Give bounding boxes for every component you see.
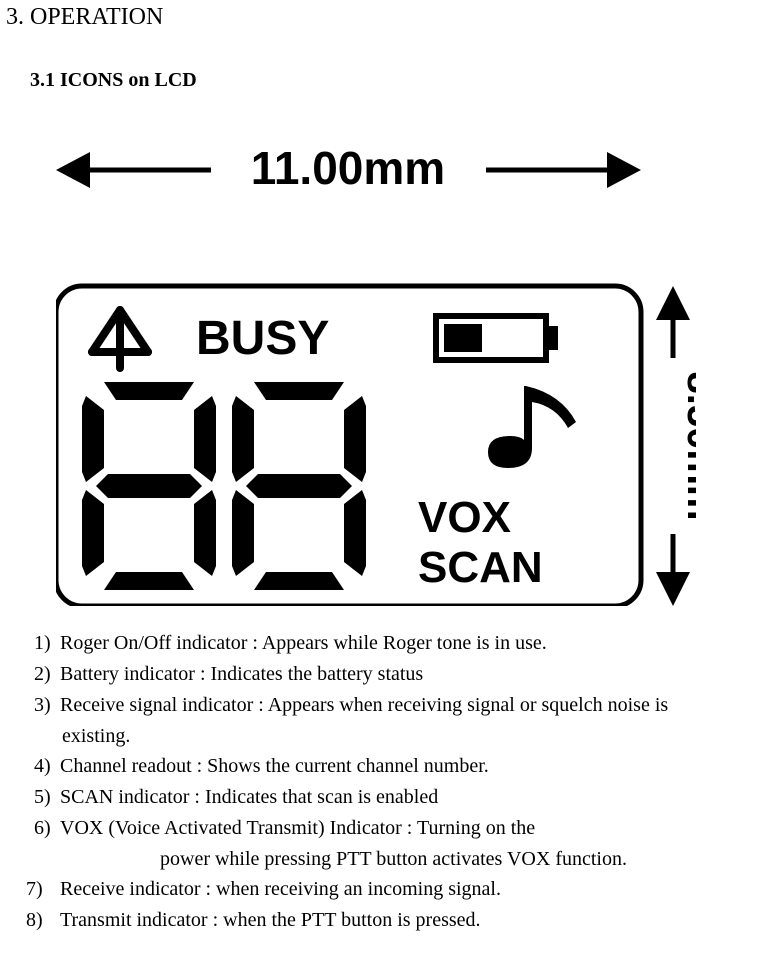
section-title: 3. OPERATION [6, 4, 767, 31]
battery-icon [436, 316, 558, 360]
list-continuation: existing. [34, 721, 767, 751]
list-text: Channel readout : Shows the current chan… [60, 751, 767, 781]
list-num: 3) [34, 690, 60, 720]
icon-descriptions: 1) Roger On/Off indicator : Appears whil… [34, 628, 767, 935]
list-item: 6) VOX (Voice Activated Transmit) Indica… [34, 813, 767, 843]
width-label: 11.00mm [251, 142, 445, 194]
channel-digits [82, 382, 366, 590]
list-continuation: power while pressing PTT button activate… [34, 844, 767, 874]
subsection-title: 3.1 ICONS on LCD [30, 69, 767, 92]
list-num: 6) [34, 813, 60, 843]
music-note-icon [488, 386, 576, 468]
antenna-icon [92, 310, 148, 368]
height-dimension: 8.50mm [650, 286, 696, 606]
list-item: 5) SCAN indicator : Indicates that scan … [34, 782, 767, 812]
lcd-diagram: 11.00mm BUSY [56, 126, 696, 606]
list-item: 4) Channel readout : Shows the current c… [34, 751, 767, 781]
list-text: Battery indicator : Indicates the batter… [60, 659, 767, 689]
list-item: 1) Roger On/Off indicator : Appears whil… [34, 628, 767, 658]
busy-text: BUSY [196, 312, 329, 365]
list-item: 2) Battery indicator : Indicates the bat… [34, 659, 767, 689]
lcd-svg: 11.00mm BUSY [56, 126, 696, 606]
list-item: 8) Transmit indicator : when the PTT but… [26, 905, 767, 935]
list-item: 7) Receive indicator : when receiving an… [26, 874, 767, 904]
list-text: Roger On/Off indicator : Appears while R… [60, 628, 767, 658]
vox-text: VOX [418, 493, 511, 542]
list-text: Receive indicator : when receiving an in… [60, 874, 767, 904]
list-text: VOX (Voice Activated Transmit) Indicator… [60, 813, 767, 843]
list-num: 4) [34, 751, 60, 781]
width-dimension: 11.00mm [56, 142, 641, 196]
scan-text: SCAN [418, 543, 543, 592]
list-text: Transmit indicator : when the PTT button… [60, 905, 767, 935]
list-num: 2) [34, 659, 60, 689]
list-num: 5) [34, 782, 60, 812]
height-label: 8.50mm [679, 372, 696, 521]
list-num: 7) [26, 874, 60, 904]
list-text: Receive signal indicator : Appears when … [60, 690, 767, 720]
list-item: 3) Receive signal indicator : Appears wh… [34, 690, 767, 720]
list-text: SCAN indicator : Indicates that scan is … [60, 782, 767, 812]
list-num: 8) [26, 905, 60, 935]
list-num: 1) [34, 628, 60, 658]
